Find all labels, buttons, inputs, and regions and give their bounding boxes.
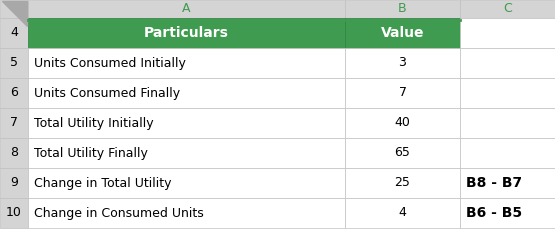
Text: 9: 9: [10, 176, 18, 189]
Text: A: A: [182, 3, 191, 15]
Text: C: C: [503, 3, 512, 15]
Text: Total Utility Finally: Total Utility Finally: [34, 146, 148, 159]
Bar: [0, 198, 28, 228]
Text: Particulars: Particulars: [144, 26, 229, 40]
Text: 10: 10: [6, 207, 22, 219]
Bar: [345, 0, 460, 18]
Text: 5: 5: [10, 57, 18, 70]
Bar: [345, 78, 460, 108]
Text: B6 - B5: B6 - B5: [466, 206, 522, 220]
Bar: [460, 198, 555, 228]
Polygon shape: [2, 1, 27, 26]
Bar: [28, 138, 345, 168]
Bar: [460, 108, 555, 138]
Bar: [28, 108, 345, 138]
Bar: [28, 0, 345, 18]
Text: Units Consumed Initially: Units Consumed Initially: [34, 57, 186, 70]
Bar: [0, 0, 28, 18]
Text: 4: 4: [10, 27, 18, 40]
Bar: [345, 48, 460, 78]
Bar: [345, 168, 460, 198]
Bar: [460, 78, 555, 108]
Bar: [345, 138, 460, 168]
Text: 40: 40: [395, 116, 411, 130]
Text: 4: 4: [398, 207, 406, 219]
Bar: [345, 198, 460, 228]
Bar: [460, 18, 555, 48]
Bar: [28, 48, 345, 78]
Bar: [460, 0, 555, 18]
Bar: [0, 78, 28, 108]
Bar: [0, 48, 28, 78]
Text: B: B: [398, 3, 407, 15]
Text: 7: 7: [10, 116, 18, 130]
Text: 8: 8: [10, 146, 18, 159]
Text: Change in Consumed Units: Change in Consumed Units: [34, 207, 204, 219]
Text: Change in Total Utility: Change in Total Utility: [34, 176, 171, 189]
Text: 3: 3: [398, 57, 406, 70]
Text: Units Consumed Finally: Units Consumed Finally: [34, 86, 180, 100]
Text: 25: 25: [395, 176, 411, 189]
Bar: [345, 18, 460, 48]
Text: 6: 6: [10, 86, 18, 100]
Bar: [0, 18, 28, 48]
Bar: [0, 138, 28, 168]
Text: 65: 65: [395, 146, 411, 159]
Bar: [0, 108, 28, 138]
Text: Value: Value: [381, 26, 424, 40]
Text: 7: 7: [398, 86, 406, 100]
Bar: [28, 168, 345, 198]
Bar: [28, 198, 345, 228]
Text: Total Utility Initially: Total Utility Initially: [34, 116, 154, 130]
Bar: [460, 138, 555, 168]
Bar: [460, 48, 555, 78]
Text: B8 - B7: B8 - B7: [466, 176, 522, 190]
Bar: [28, 18, 345, 48]
Bar: [345, 108, 460, 138]
Bar: [0, 168, 28, 198]
Bar: [460, 168, 555, 198]
Bar: [28, 78, 345, 108]
